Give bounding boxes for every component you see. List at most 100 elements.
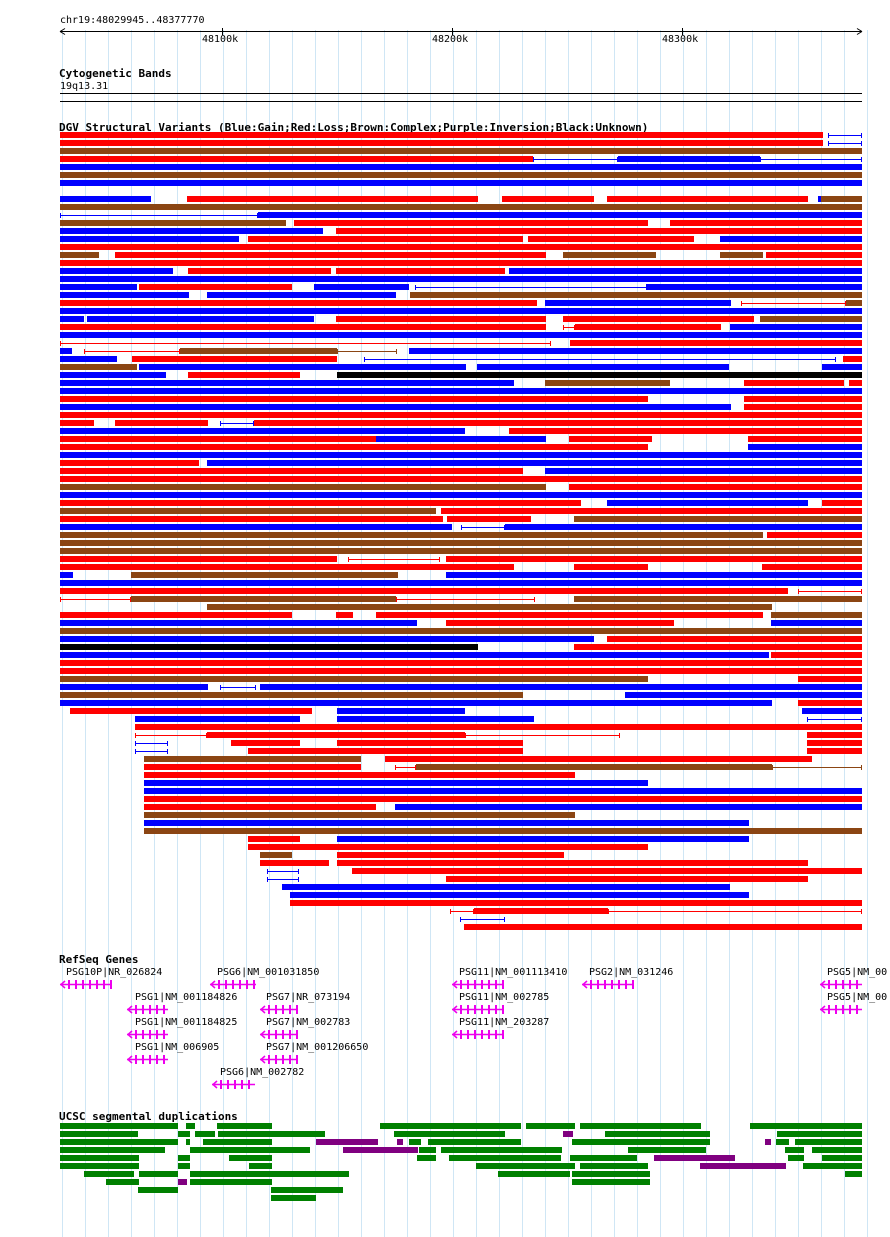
gene-label[interactable]: PSG7|NM_001206650 <box>266 1042 369 1053</box>
cytoband-label: 19q13.31 <box>60 81 109 92</box>
loss-variant <box>254 420 862 426</box>
loss-variant <box>376 612 763 618</box>
complex-variant <box>60 172 862 178</box>
ruler-tick-label: 48200k <box>432 34 469 45</box>
gene-exon <box>842 1005 844 1014</box>
gene-exon <box>495 1030 497 1039</box>
loss-variant <box>569 436 652 442</box>
gene-strand-arrow <box>209 980 216 989</box>
gene-label[interactable]: PSG11|NM_203287 <box>459 1017 550 1028</box>
loss-variant <box>771 652 862 658</box>
gene-exon <box>110 980 112 989</box>
gain-variant <box>60 388 862 394</box>
gain-variant <box>60 620 417 626</box>
gene-exon <box>135 1005 137 1014</box>
gene-label[interactable]: PSG7|NR_073194 <box>266 992 351 1003</box>
gene-strand-arrow <box>126 1055 133 1064</box>
gene-exon <box>225 980 227 989</box>
segmental-duplication <box>271 1187 343 1193</box>
segmental-duplication <box>409 1139 421 1145</box>
gain-variant <box>818 196 821 202</box>
loss-variant <box>60 460 199 466</box>
gene-strand-arrow <box>581 980 588 989</box>
gene-label[interactable]: PSG7|NM_002783 <box>266 1017 351 1028</box>
gene-exon <box>282 1005 284 1014</box>
complex-variant <box>60 364 137 370</box>
loss-variant <box>60 260 862 266</box>
gene-exon <box>275 1005 277 1014</box>
loss-variant <box>144 764 361 770</box>
gain-variant <box>60 276 862 282</box>
loss-variant <box>248 844 648 850</box>
gene-exon <box>246 980 248 989</box>
complex-variant <box>821 196 862 202</box>
complex-variant <box>574 596 862 602</box>
ruler-tick-label: 48100k <box>202 34 239 45</box>
gene-label[interactable]: PSG10P|NR_026824 <box>66 967 163 978</box>
segdup-track-title[interactable]: UCSC segmental duplications <box>59 1110 238 1123</box>
gene-exon <box>849 980 851 989</box>
gene-label[interactable]: PSG6|NM_002782 <box>220 1067 305 1078</box>
gain-variant <box>60 572 73 578</box>
gain-variant <box>60 236 239 242</box>
gain-variant <box>337 708 465 714</box>
gain-variant <box>625 692 862 698</box>
loss-variant <box>290 900 862 906</box>
gene-label[interactable]: PSG1|NM_006905 <box>135 1042 220 1053</box>
gene-label[interactable]: PSG5|NM_00 <box>827 992 888 1003</box>
segmental-duplication <box>249 1163 272 1169</box>
loss-variant <box>60 444 648 450</box>
loss-variant <box>744 396 862 402</box>
refseq-track-title[interactable]: RefSeq Genes <box>59 953 139 966</box>
gene-label[interactable]: PSG11|NM_001113410 <box>459 967 568 978</box>
complex-variant <box>574 516 862 522</box>
gene-exon <box>156 1055 158 1064</box>
gene-exon <box>474 1005 476 1014</box>
gene-exon <box>842 980 844 989</box>
segmental-duplication <box>178 1163 190 1169</box>
gene-label[interactable]: PSG2|NM_031246 <box>589 967 674 978</box>
loss-variant <box>807 740 862 746</box>
gene-label[interactable]: PSG1|NM_001184826 <box>135 992 238 1003</box>
gene-label[interactable]: PSG11|NM_002785 <box>459 992 550 1003</box>
gain-variant <box>139 364 466 370</box>
gain-variant <box>60 380 514 386</box>
gain-variant <box>60 404 731 410</box>
gain-variant <box>60 580 862 586</box>
dgv-track-title[interactable]: DGV Structural Variants (Blue:Gain;Red:L… <box>59 121 649 134</box>
loss-variant <box>766 252 862 258</box>
gain-variant <box>60 636 594 642</box>
loss-variant <box>60 500 581 506</box>
gain-variant <box>376 436 546 442</box>
gain-variant <box>135 716 300 722</box>
inverted-segmental-duplication <box>765 1139 771 1145</box>
gene-strand-arrow <box>451 1030 458 1039</box>
gene-label[interactable]: PSG1|NM_001184825 <box>135 1017 238 1028</box>
segmental-duplication <box>229 1155 272 1161</box>
segmental-duplication <box>203 1139 272 1145</box>
gene-exon <box>856 1005 858 1014</box>
gene-exon <box>96 980 98 989</box>
segmental-duplication <box>628 1147 706 1153</box>
gene-label[interactable]: PSG5|NM_00 <box>827 967 888 978</box>
loss-variant <box>744 380 844 386</box>
cytoband-track-title[interactable]: Cytogenetic Bands <box>59 67 172 80</box>
segmental-duplication <box>60 1123 178 1129</box>
complex-variant <box>60 540 862 546</box>
loss-variant <box>70 708 312 714</box>
loss-variant <box>670 220 862 226</box>
gene-exon <box>149 1005 151 1014</box>
gain-variant <box>395 804 862 810</box>
loss-variant <box>144 772 575 778</box>
loss-variant <box>60 612 292 618</box>
loss-variant <box>352 868 862 874</box>
gain-variant <box>618 156 760 162</box>
gene-label[interactable]: PSG6|NM_001031850 <box>217 967 320 978</box>
loss-variant <box>60 156 533 162</box>
gain-variant <box>337 716 534 722</box>
loss-variant <box>60 396 648 402</box>
